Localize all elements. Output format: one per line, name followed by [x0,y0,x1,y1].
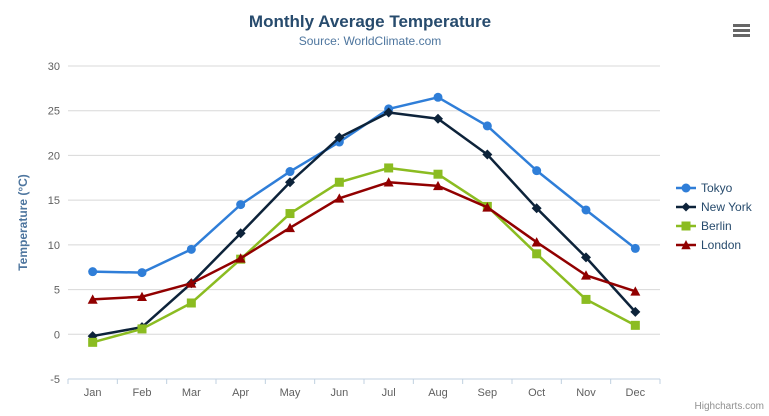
diamond-marker-icon [676,202,696,212]
triangle-marker [235,253,246,263]
x-axis-tick-label: Jun [330,387,348,399]
circle-marker [630,243,640,253]
series-line-tokyo[interactable] [92,96,637,274]
square-marker [137,324,147,334]
legend-item-label: Tokyo [701,181,733,195]
y-axis-title: Temperature (°C) [16,174,30,271]
triangle-marker [186,278,197,288]
triangle-marker [383,177,394,187]
square-marker [88,337,98,347]
triangle-marker [87,294,98,304]
series-new-york [87,107,641,342]
series-tokyo [88,92,640,278]
square-marker [285,209,295,219]
circle-marker [186,244,196,254]
square-marker [532,249,542,259]
y-axis-tick-label: 25 [48,106,60,118]
export-menu-button[interactable] [733,24,750,37]
circle-marker [88,267,98,277]
triangle-marker [581,270,591,280]
triangle-marker-icon [676,240,696,250]
x-axis-tick-label: Sep [478,387,498,399]
hamburger-icon [733,24,750,27]
x-axis-tick-label: Apr [232,387,249,399]
legend-item-tokyo[interactable]: Tokyo [676,181,752,195]
triangle-marker [482,202,493,212]
series-line-berlin[interactable] [92,166,636,344]
circle-marker [433,92,443,102]
x-axis-tick-label: Jul [382,387,396,399]
legend-item-berlin[interactable]: Berlin [676,219,752,233]
triangle-marker [137,291,147,302]
triangle-marker [630,286,641,296]
x-axis-tick-label: Dec [626,387,646,399]
diamond-marker [285,177,295,188]
circle-marker-icon [676,183,696,193]
square-marker [384,163,394,173]
y-axis-tick-label: 0 [54,329,60,341]
diamond-marker [482,149,493,160]
triangle-marker [531,237,542,247]
x-axis-tick-label: Aug [428,387,448,399]
y-axis-tick-label: 5 [54,285,60,297]
square-marker [334,177,344,187]
y-axis-tick-label: -5 [50,374,60,386]
y-axis-tick-label: 30 [48,61,60,73]
circle-marker [137,268,147,278]
series-line-london[interactable] [92,181,636,301]
triangle-marker [285,222,295,233]
x-axis-tick-label: Mar [182,387,201,399]
chart-subtitle: Source: WorldClimate.com [298,34,442,48]
x-axis-tick-label: Jan [84,387,102,399]
circle-marker [581,205,591,215]
legend-item-label: New York [701,200,752,214]
diamond-marker [630,306,641,317]
legend-item-london[interactable]: London [676,238,752,252]
y-axis-tick-label: 10 [48,240,60,252]
circle-marker [236,200,246,210]
x-axis-tick-label: Feb [133,387,152,399]
legend-item-label: London [701,238,742,252]
highcharts-credits-link[interactable]: Highcharts.com [694,401,764,412]
series-line-new-york[interactable] [92,111,637,338]
circle-marker [482,121,492,131]
square-marker [433,169,443,179]
series-london [87,177,641,304]
legend-item-new-york[interactable]: New York [676,200,752,214]
chart-legend: Tokyo New York Berlin London [676,181,752,252]
x-axis-tick-label: Nov [576,387,596,399]
diamond-marker [334,132,345,143]
diamond-marker [235,228,246,239]
diamond-marker [581,252,591,263]
square-marker [630,320,640,330]
y-axis-tick-label: 20 [48,150,60,162]
x-axis-tick-label: Oct [528,387,545,399]
legend-item-label: Berlin [701,219,732,233]
square-marker [186,298,196,308]
diamond-marker [383,107,394,118]
square-marker-icon [676,221,696,231]
chart-title: Monthly Average Temperature [248,12,492,31]
triangle-marker [334,193,345,203]
circle-marker [532,166,542,176]
diamond-marker [433,113,443,124]
y-axis-tick-label: 15 [48,195,60,207]
square-marker [581,294,591,304]
diamond-marker [531,203,542,214]
x-axis-tick-label: May [280,387,301,399]
circle-marker [285,167,295,177]
triangle-marker [433,180,443,191]
